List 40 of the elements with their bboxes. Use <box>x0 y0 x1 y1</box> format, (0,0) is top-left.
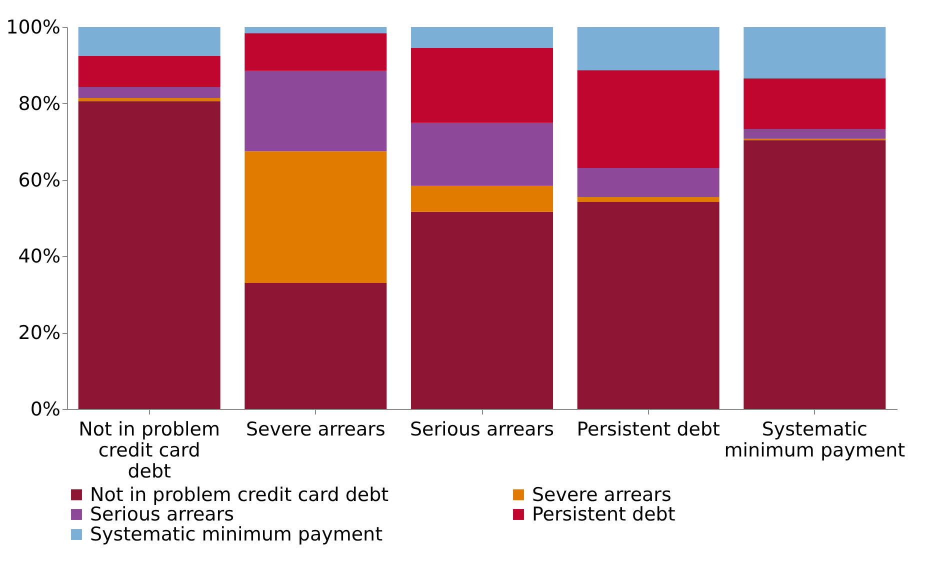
x-tick-label: Persistent debt <box>576 418 720 440</box>
bar <box>411 48 553 123</box>
bar <box>744 27 886 78</box>
bar <box>577 202 720 409</box>
y-tick-label: 80% <box>18 92 60 115</box>
bar <box>744 140 886 409</box>
bar <box>744 78 886 129</box>
bar <box>577 196 720 202</box>
y-tick-label: 100% <box>6 16 60 38</box>
bar <box>744 128 886 139</box>
bar <box>244 151 387 283</box>
bar <box>78 27 220 56</box>
legend-label: Not in problem credit card debt <box>90 484 389 506</box>
legend-label: Severe arrears <box>532 484 672 506</box>
bar <box>244 33 387 71</box>
y-tick-label: 60% <box>18 169 60 192</box>
x-tick-label: Systematic minimum payment <box>724 418 906 462</box>
bar <box>411 122 553 186</box>
bar <box>244 282 387 409</box>
bar <box>78 101 220 409</box>
y-tick-label: 0% <box>30 398 60 420</box>
bar <box>577 70 720 168</box>
bar <box>78 86 220 98</box>
bar <box>577 168 720 197</box>
bar <box>577 27 720 70</box>
legend-label: Persistent debt <box>532 504 676 526</box>
y-tick-label: 40% <box>18 246 60 268</box>
bar <box>78 98 220 102</box>
x-tick-label: Not in problem credit card debt <box>78 418 220 482</box>
bar <box>78 56 220 87</box>
legend-label: Systematic minimum payment <box>90 524 383 546</box>
legend-label: Serious arrears <box>90 504 234 526</box>
x-tick-label: Serious arrears <box>410 418 554 440</box>
y-tick-label: 20% <box>18 322 60 344</box>
bar <box>244 70 387 152</box>
bar <box>411 186 553 212</box>
bar <box>244 27 387 34</box>
bar <box>411 27 553 48</box>
x-tick-label: Severe arrears <box>246 418 386 440</box>
bar <box>411 212 553 409</box>
